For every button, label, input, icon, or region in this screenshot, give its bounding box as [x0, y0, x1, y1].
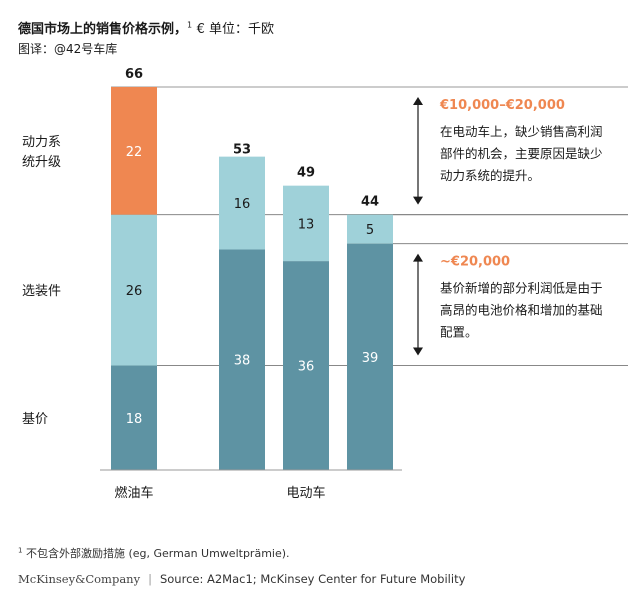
row-label: 统升级: [22, 155, 61, 170]
annotation-arrow-head-up: [413, 253, 423, 262]
bar-value-label: 39: [362, 351, 379, 366]
category-label: 电动车: [286, 485, 325, 501]
bar-value-label: 18: [126, 412, 143, 427]
footnote-marker: 1: [18, 546, 23, 555]
chart-title: 德国市场上的销售价格示例，1 € 单位：千欧: [18, 18, 274, 37]
bar-total-label: 53: [233, 142, 251, 157]
bar-segment: [347, 243, 393, 470]
bar-segment: [283, 261, 329, 470]
bar-segment: [111, 214, 157, 366]
bar-value-label: 5: [366, 223, 374, 238]
source-separator: |: [148, 572, 152, 586]
annotation-text: 动力系统的提升。: [440, 168, 540, 183]
annotation-text: 在电动车上，缺少销售高利润: [440, 124, 603, 139]
footnote: 1 不包含外部激励措施 (eg, German Umweltprämie).: [18, 545, 290, 561]
brand-logo: McKinsey&Company: [18, 572, 141, 586]
annotation-arrow-head-down: [413, 347, 423, 356]
annotation-text: 高昂的电池价格和增加的基础: [440, 303, 603, 318]
annotation-title: ~€20,000: [440, 255, 510, 270]
annotation-text: 配置。: [440, 325, 478, 340]
title-footnote-marker: 1: [187, 20, 193, 30]
annotation-text: 基价新增的部分利润低是由于: [440, 281, 603, 296]
bar-segment: [347, 214, 393, 244]
row-label: 基价: [22, 412, 48, 427]
bar-value-label: 22: [126, 145, 143, 160]
footnote-text: 不包含外部激励措施 (eg, German Umweltprämie).: [25, 547, 290, 560]
source-line: McKinsey&Company | Source: A2Mac1; McKinse…: [18, 572, 465, 586]
bar-total-label: 44: [361, 195, 379, 210]
bar-value-label: 13: [298, 217, 315, 232]
bar-value-label: 16: [234, 197, 251, 212]
annotation-arrow-head-down: [413, 196, 423, 205]
annotation-arrow-head-up: [413, 97, 423, 105]
annotation-title: €10,000–€20,000: [439, 98, 565, 113]
category-label: 燃油车: [114, 485, 153, 501]
bar-value-label: 36: [298, 360, 315, 375]
bar-value-label: 26: [126, 284, 143, 299]
bar-segment: [283, 185, 329, 262]
source-text: Source: A2Mac1; McKinsey Center for Futu…: [159, 572, 466, 586]
bar-segment: [111, 87, 157, 215]
bar-value-label: 38: [234, 354, 251, 369]
annotation-text: 部件的机会，主要原因是缺少: [440, 146, 603, 161]
chart-title-text: 德国市场上的销售价格示例，: [18, 22, 188, 37]
chart-subtitle: 图译：@42号车库: [18, 42, 118, 56]
bar-segment: [219, 156, 265, 250]
bar-segment: [111, 365, 157, 470]
bar-segment: [219, 249, 265, 470]
bar-total-label: 49: [297, 166, 315, 181]
row-label: 选装件: [22, 284, 61, 299]
stacked-bar-chart: 18 26 22 66 38 16 53 36 13 49 39 5 44 燃油车 电动车 动力系统升级选装件…: [22, 67, 628, 501]
row-label: 动力系: [22, 135, 61, 150]
bar-total-label: 66: [125, 67, 143, 82]
chart-unit: € 单位：千欧: [196, 22, 275, 37]
